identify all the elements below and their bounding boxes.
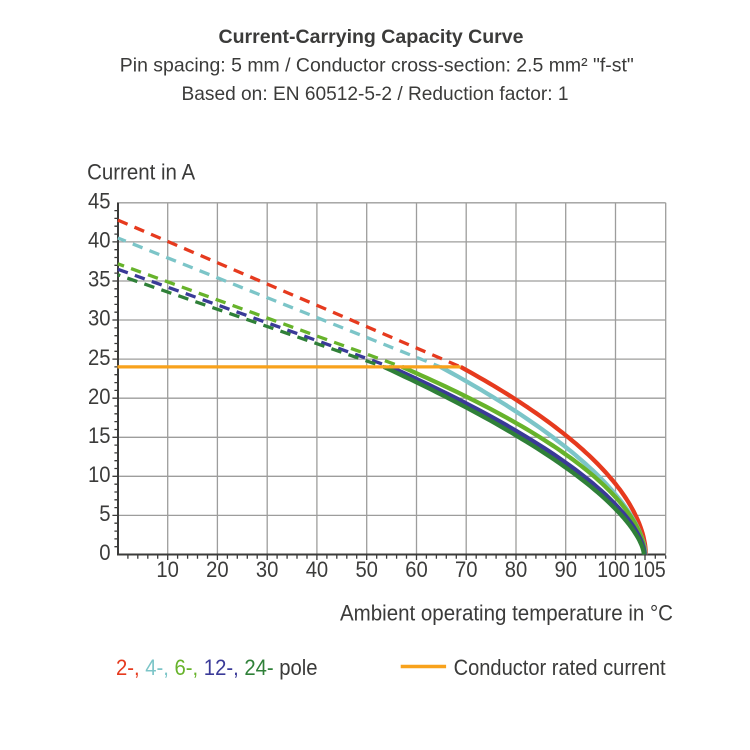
svg-text:Current in A: Current in A [87,160,195,185]
svg-text:pole: pole [279,655,317,680]
svg-text:Current-Carrying Capacity Curv: Current-Carrying Capacity Curve [219,26,524,48]
svg-text:4-,: 4-, [145,655,169,680]
svg-text:20: 20 [206,557,229,582]
svg-text:Based on: EN 60512-5-2 / Reduc: Based on: EN 60512-5-2 / Reduction facto… [182,83,569,105]
svg-text:10: 10 [88,462,111,487]
svg-text:70: 70 [455,557,478,582]
svg-text:Conductor rated current: Conductor rated current [454,655,666,680]
svg-text:6-,: 6-, [175,655,199,680]
svg-text:24-: 24- [244,655,273,680]
svg-text:2-,: 2-, [116,655,140,680]
svg-text:60: 60 [405,557,428,582]
svg-text:Pin spacing: 5 mm / Conductor: Pin spacing: 5 mm / Conductor cross-sect… [120,55,634,77]
svg-text:20: 20 [88,384,111,409]
svg-text:25: 25 [88,345,111,370]
svg-text:40: 40 [88,228,111,253]
svg-text:35: 35 [88,267,111,292]
svg-text:12-,: 12-, [204,655,239,680]
svg-text:40: 40 [306,557,329,582]
svg-text:30: 30 [256,557,279,582]
svg-text:45: 45 [88,189,111,214]
svg-text:0: 0 [99,540,110,565]
svg-text:10: 10 [156,557,179,582]
svg-text:105: 105 [633,557,666,582]
svg-text:80: 80 [505,557,528,582]
svg-text:5: 5 [99,501,110,526]
svg-text:Ambient operating temperature: Ambient operating temperature in °C [340,601,673,626]
svg-text:50: 50 [355,557,378,582]
svg-text:15: 15 [88,423,111,448]
svg-text:30: 30 [88,306,111,331]
svg-text:90: 90 [554,557,577,582]
svg-text:100: 100 [597,557,630,582]
